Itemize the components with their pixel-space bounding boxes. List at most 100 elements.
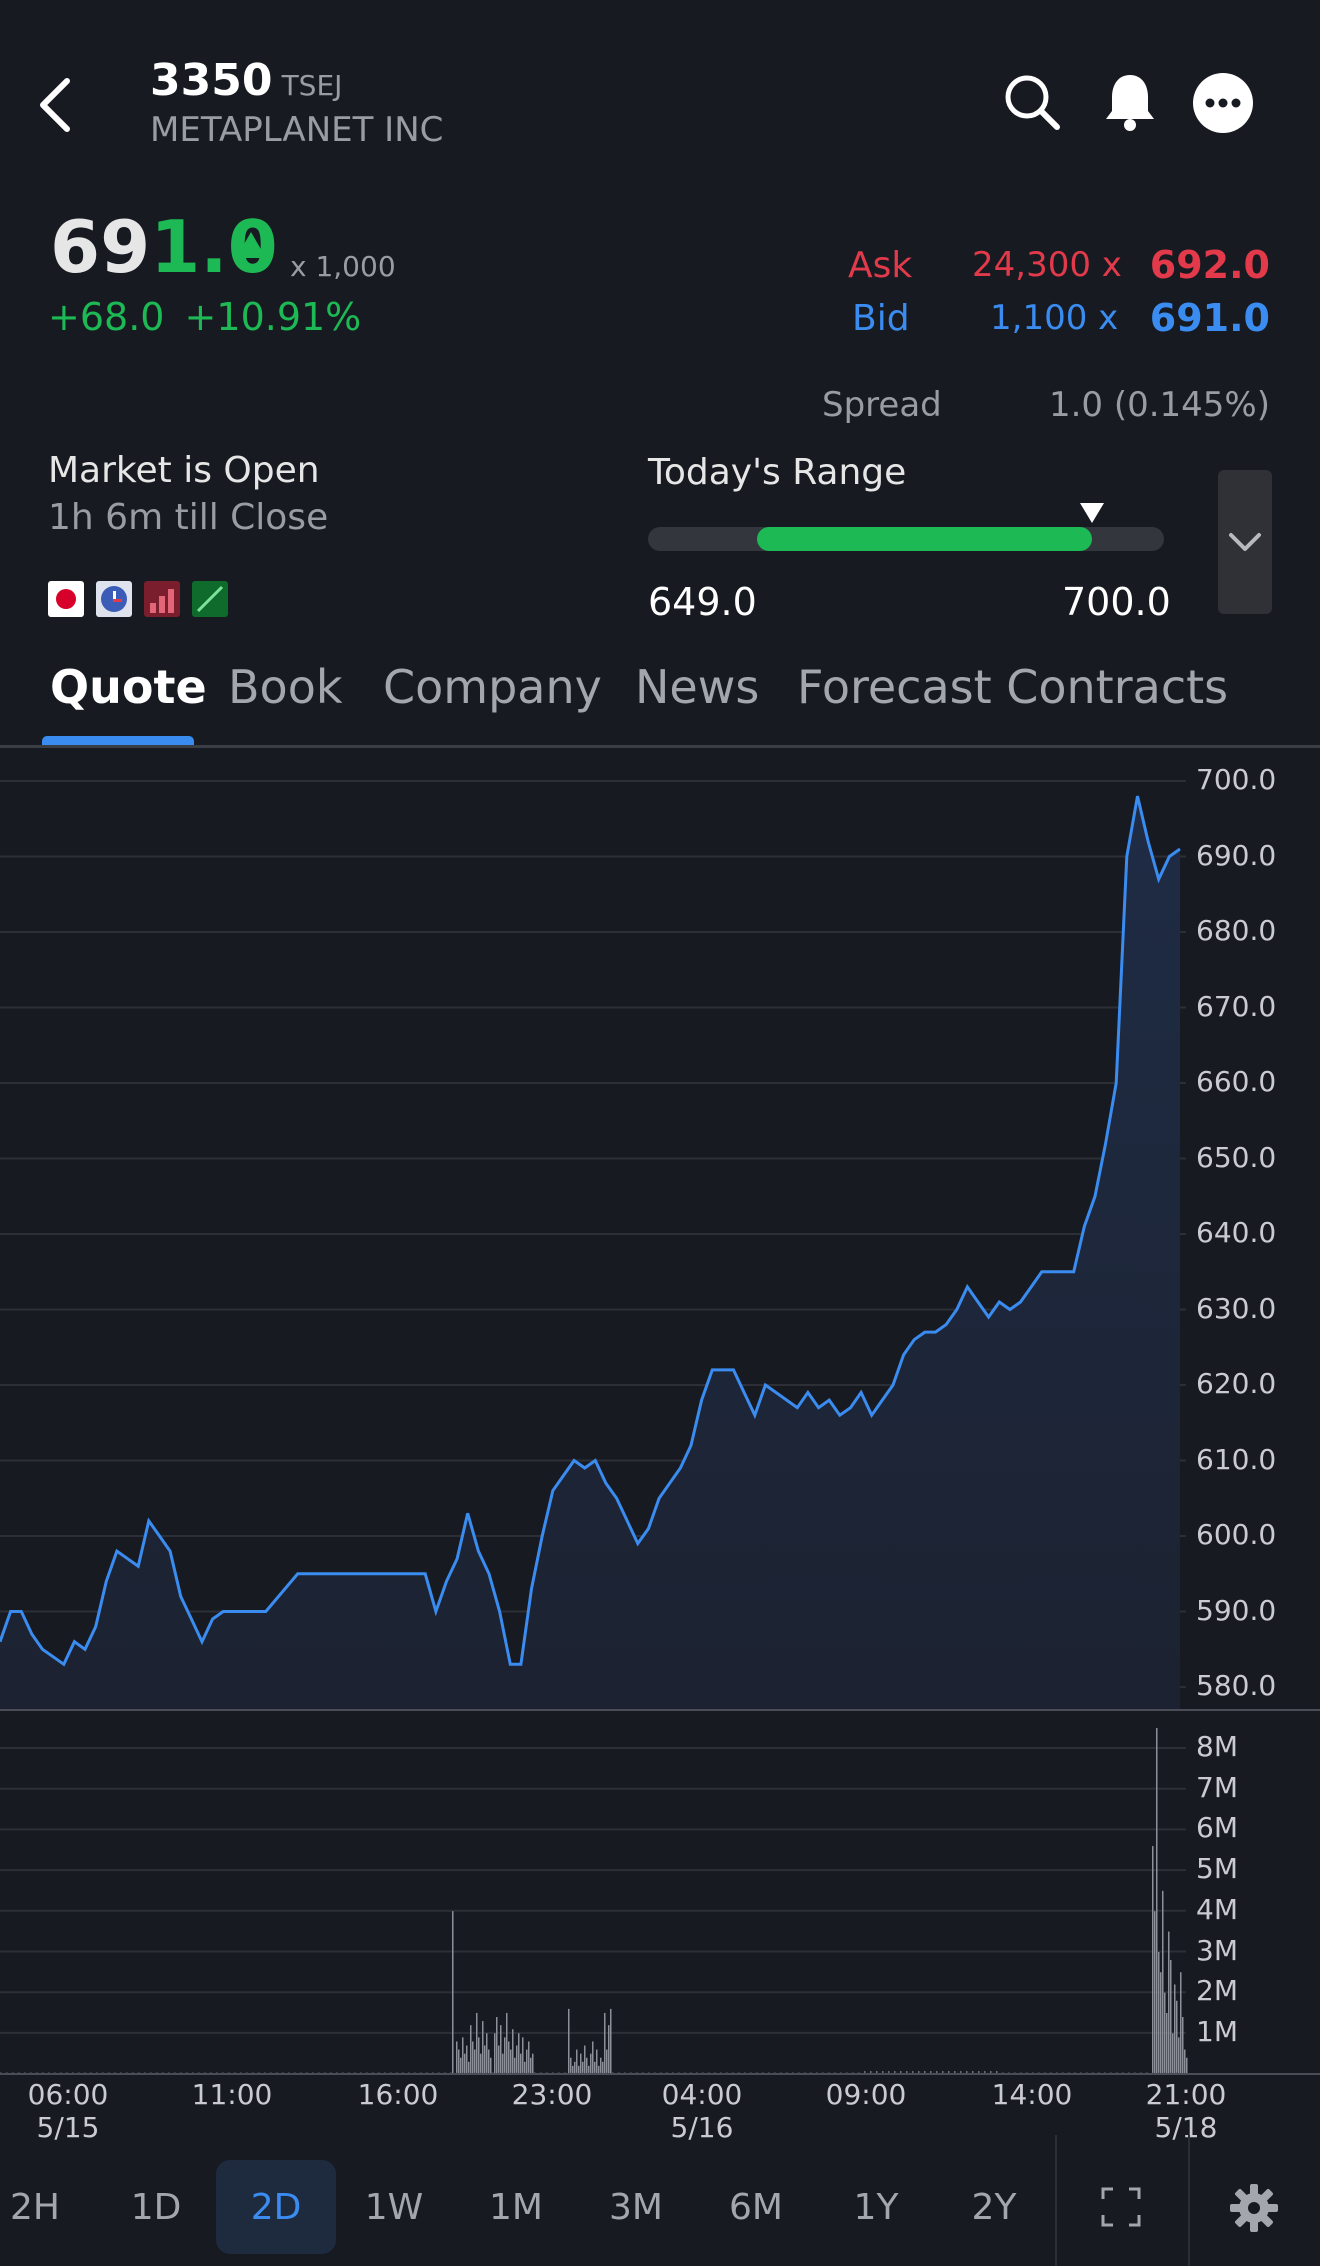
margin-icon[interactable] <box>192 581 228 617</box>
settings-button[interactable] <box>1226 2180 1282 2236</box>
volume-bar <box>882 2071 884 2074</box>
volume-bar <box>1156 2025 1158 2074</box>
market-hours-icon[interactable] <box>96 581 132 617</box>
volume-bar <box>468 2061 470 2074</box>
volume-bar <box>990 2071 992 2074</box>
volume-bar <box>906 2071 908 2074</box>
price-line <box>0 795 1181 1667</box>
range-1m-button[interactable]: 1M <box>489 2186 543 2228</box>
volume-bar <box>464 2053 466 2074</box>
short-sale-icon[interactable] <box>144 581 180 617</box>
volume-bar <box>1152 1846 1154 2074</box>
range-1w-button[interactable]: 1W <box>364 2186 424 2228</box>
volume-bar <box>582 2061 584 2074</box>
volume-bar <box>1182 2017 1184 2074</box>
time-tick-label: 04:00 5/16 <box>661 2078 743 2144</box>
time-to-close: 1h 6m till Close <box>48 497 329 538</box>
volume-bar <box>456 2041 458 2074</box>
search-icon <box>1005 75 1060 130</box>
price-tick-label: 620.0 <box>1196 1367 1277 1400</box>
volume-bar <box>570 2057 572 2074</box>
volume-bar <box>526 2049 528 2074</box>
volume-tick-label: 4M <box>1196 1892 1238 1926</box>
price-tick-label: 610.0 <box>1196 1442 1277 1476</box>
bell-icon <box>1106 75 1154 131</box>
range-6m-button[interactable]: 6M <box>729 2186 783 2228</box>
volume-bar <box>484 2045 486 2074</box>
volume-bar <box>598 2065 600 2074</box>
volume-bar <box>506 2012 508 2074</box>
alert-button[interactable] <box>1100 70 1160 134</box>
price-tick-label: 630.0 <box>1196 1291 1277 1325</box>
volume-bar <box>1160 1972 1162 2074</box>
more-button[interactable] <box>1192 72 1254 134</box>
price-multiplier: x 1,000 <box>290 250 396 283</box>
fullscreen-button[interactable] <box>1096 2180 1146 2234</box>
tab-underline <box>42 736 194 745</box>
volume-bar <box>494 2033 496 2074</box>
volume-bar <box>1174 1984 1176 2074</box>
time-tick-label: 11:00 <box>191 2078 273 2111</box>
volume-bar <box>996 2071 998 2074</box>
price-chart[interactable] <box>0 748 1320 2078</box>
volume-bar <box>972 2071 974 2074</box>
ask-size-value: 24,300 <box>972 245 1091 285</box>
volume-bar <box>864 2071 866 2074</box>
range-3m-button[interactable]: 3M <box>609 2186 663 2228</box>
volume-tick-label: 8M <box>1196 1730 1238 1763</box>
volume-bar <box>604 2012 606 2074</box>
volume-bar <box>606 2049 608 2074</box>
volume-bar <box>458 2049 460 2074</box>
expand-button[interactable] <box>1218 470 1272 614</box>
volume-tick-label: 2M <box>1196 1974 1238 2008</box>
change-pct: +10.91% <box>184 295 362 339</box>
gear-icon <box>1230 2184 1278 2232</box>
price-tick-label: 700.0 <box>1196 763 1277 796</box>
volume-bar <box>954 2071 956 2074</box>
time-tick-label: 21:00 5/18 <box>1145 2078 1227 2144</box>
search-button[interactable] <box>1000 70 1064 134</box>
volume-bar <box>960 2071 962 2074</box>
chevron-left-icon <box>40 78 70 132</box>
spread-label: Spread <box>822 385 942 425</box>
ask-size: 24,300 x <box>972 245 1122 285</box>
volume-bar <box>1172 2033 1174 2074</box>
volume-bar <box>1186 2057 1188 2074</box>
ask-label: Ask <box>848 245 913 286</box>
tab-company[interactable]: Company <box>383 660 602 714</box>
volume-bar <box>918 2071 920 2074</box>
range-2d-button[interactable]: 2D <box>216 2160 336 2254</box>
range-track <box>648 527 1164 551</box>
volume-bar <box>470 2025 472 2074</box>
volume-bar <box>500 2025 502 2074</box>
volume-bar <box>502 2053 504 2074</box>
volume-bar <box>1158 1951 1160 2074</box>
range-1d-button[interactable]: 1D <box>130 2186 182 2228</box>
tab-news[interactable]: News <box>635 660 760 714</box>
volume-bar <box>580 2053 582 2074</box>
volume-bar <box>508 2041 510 2074</box>
volume-bar <box>476 2012 478 2074</box>
tab-quote[interactable]: Quote <box>50 660 207 714</box>
volume-bar <box>578 2065 580 2074</box>
change-abs: +68.0 <box>48 295 165 339</box>
range-2h-button[interactable]: 2H <box>10 2186 60 2228</box>
range-2y-button[interactable]: 2Y <box>971 2186 1017 2228</box>
volume-bar <box>948 2071 950 2074</box>
range-1y-button[interactable]: 1Y <box>853 2186 899 2228</box>
volume-bar <box>504 2037 506 2074</box>
volume-tick-label: 1M <box>1196 2014 1238 2048</box>
volume-bar <box>474 2049 476 2074</box>
volume-bars <box>0 1728 1188 2074</box>
tab-book[interactable]: Book <box>228 660 343 714</box>
ticker-block: 3350 TSEJ METAPLANET INC <box>150 55 443 150</box>
back-button[interactable] <box>30 70 80 140</box>
japan-flag-icon[interactable] <box>48 581 84 617</box>
tab-forecast-contracts[interactable]: Forecast Contracts <box>797 660 1229 714</box>
volume-gridlines <box>0 1747 1186 2034</box>
volume-bar <box>576 2049 578 2074</box>
volume-bar <box>1154 1911 1156 2074</box>
volume-bar <box>966 2071 968 2074</box>
fullscreen-icon <box>1101 2187 1141 2227</box>
ticker-symbol: 3350 <box>150 55 273 106</box>
